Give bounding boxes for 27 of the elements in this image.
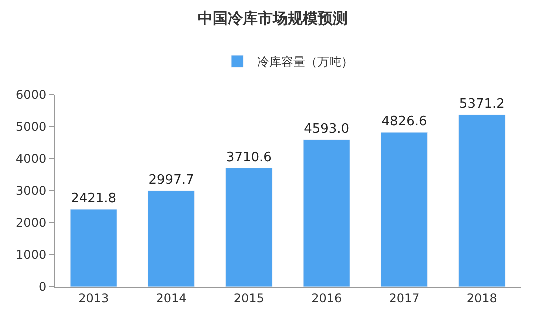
text: 4826.6 (382, 114, 428, 130)
y-tick-label: 3000 (16, 184, 47, 198)
bar (148, 190, 196, 287)
y-tick-label: 0 (38, 280, 47, 294)
x-tick-label: 2018 (466, 291, 498, 306)
bar (70, 209, 118, 287)
x-tick-label: 2014 (156, 291, 187, 306)
bar (303, 140, 350, 287)
bar (458, 114, 506, 287)
y-tick-label: 1000 (16, 248, 47, 262)
x-tick-label: 2013 (78, 291, 110, 306)
x-tick-label: 2017 (389, 291, 420, 306)
bar (380, 132, 428, 287)
text: 4593.0 (304, 122, 350, 138)
chart-title: 中国冷库市场规模预测 (198, 9, 348, 28)
y-tick-label: 6000 (16, 88, 47, 102)
text: 2997.7 (148, 173, 194, 188)
x-tick-label: 2016 (312, 291, 342, 306)
legend-label: 冷库容量（万吨） (258, 55, 354, 70)
y-tick-label: 2000 (16, 216, 47, 230)
text: 5371.2 (459, 97, 505, 112)
y-tick-label: 5000 (16, 120, 47, 134)
x-tick-label: 2015 (234, 291, 264, 306)
bar (226, 168, 273, 287)
y-tick-label: 4000 (16, 152, 47, 166)
text: 2421.8 (71, 192, 117, 206)
text: 3710.6 (226, 150, 272, 166)
